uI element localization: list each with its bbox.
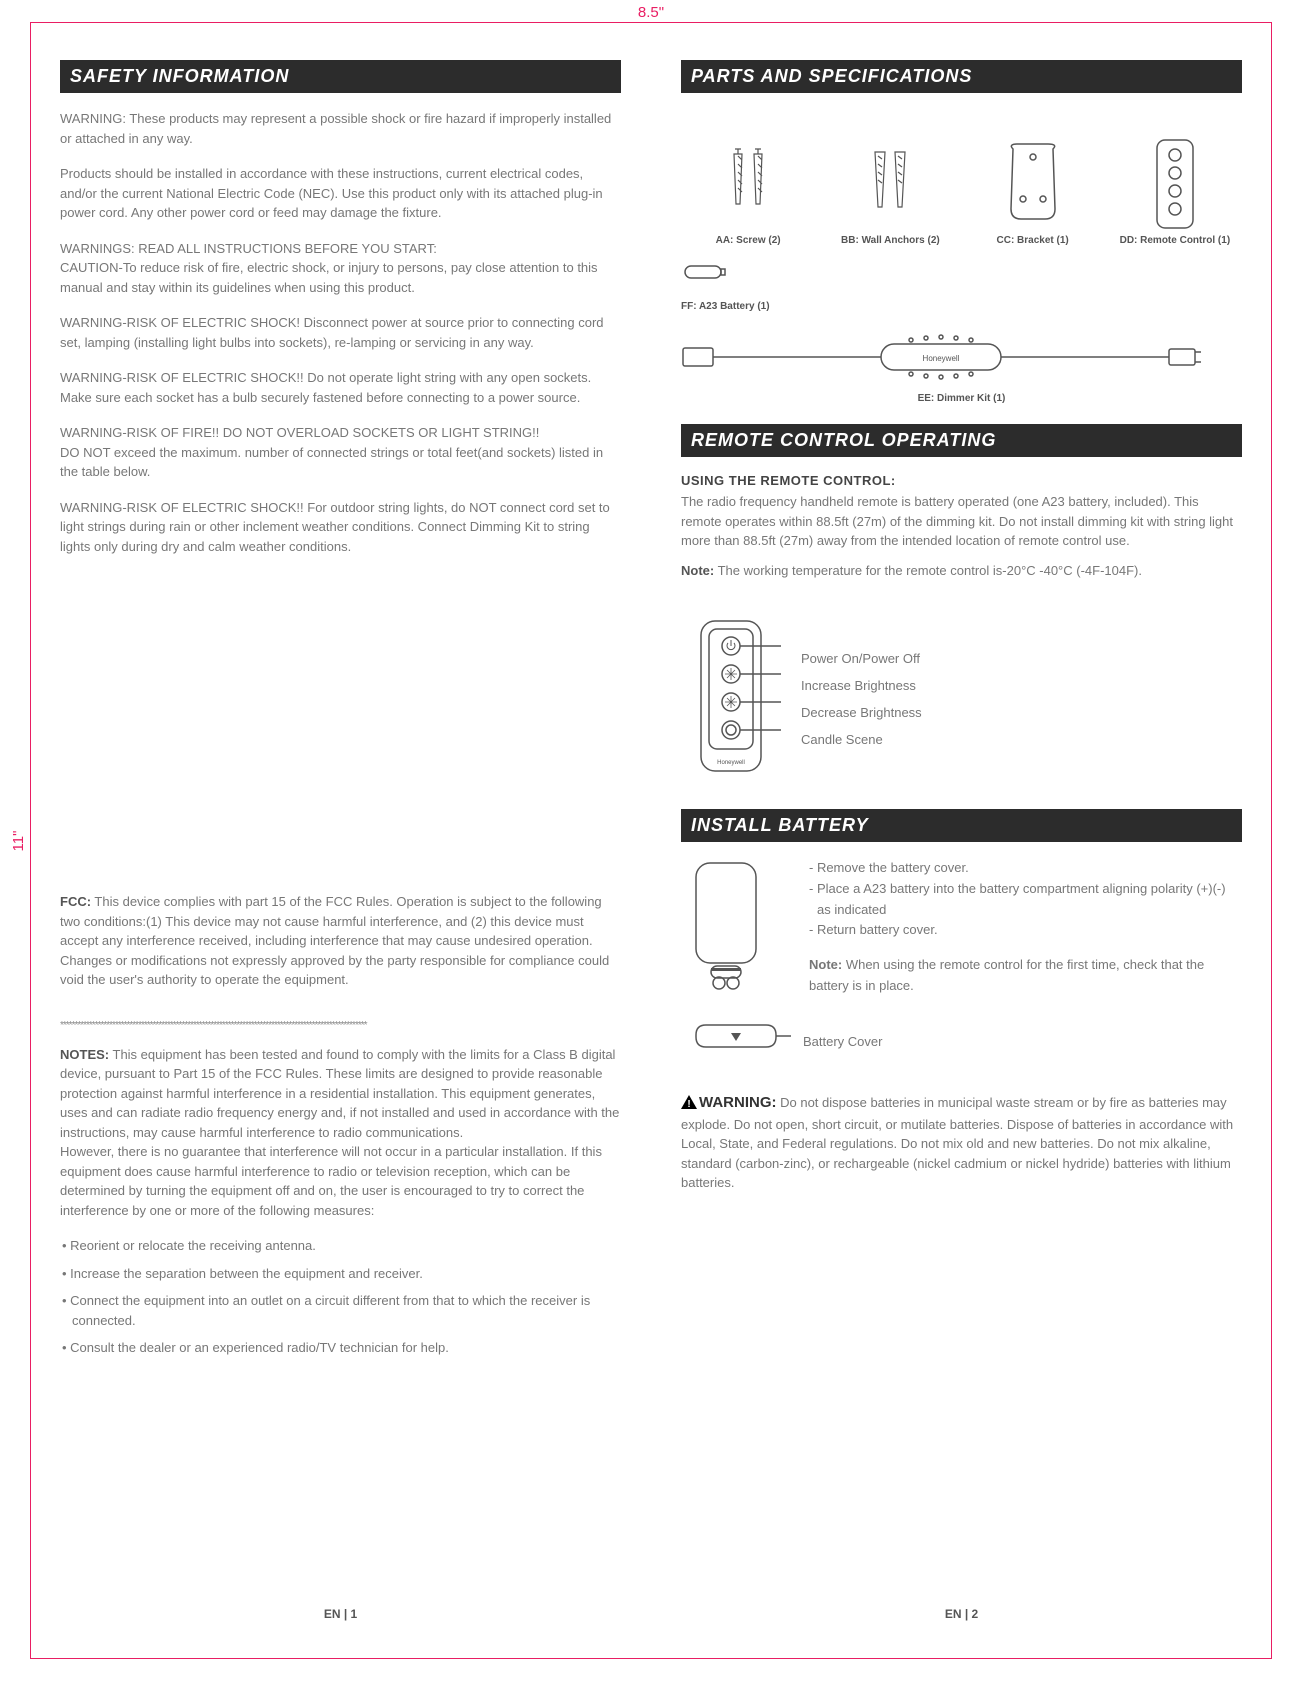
warning-label: WARNING: — [699, 1094, 777, 1111]
safety-p2: Products should be installed in accordan… — [60, 164, 621, 223]
btn-dec-label: Decrease Brightness — [801, 705, 922, 720]
remote-note: Note: The working temperature for the re… — [681, 561, 1242, 581]
safety-p6: WARNING-RISK OF FIRE!! DO NOT OVERLOAD S… — [60, 423, 621, 482]
battery-cover-row: Battery Cover — [681, 1015, 1242, 1068]
install-step-1: - Remove the battery cover. — [809, 858, 1242, 879]
battery-icon — [681, 260, 731, 289]
safety-p7: WARNING-RISK OF ELECTRIC SHOCK!! For out… — [60, 498, 621, 557]
bracket-icon — [966, 139, 1100, 229]
screw-icon — [681, 139, 815, 229]
warning-icon: ! — [681, 1095, 697, 1109]
notes-block: NOTES: This equipment has been tested an… — [60, 1045, 621, 1221]
svg-text:!: ! — [687, 1099, 690, 1109]
svg-text:Honeywell: Honeywell — [717, 760, 745, 766]
btn-inc-label: Increase Brightness — [801, 678, 922, 693]
part-ff-label: FF: A23 Battery (1) — [681, 301, 1242, 312]
cover-svg — [681, 1015, 791, 1068]
install-note-label: Note: — [809, 957, 842, 972]
part-dd-label: DD: Remote Control (1) — [1108, 235, 1242, 246]
battery-cover-label: Battery Cover — [803, 1034, 882, 1049]
part-aa: AA: Screw (2) — [681, 139, 815, 246]
notes-text: This equipment has been tested and found… — [60, 1047, 619, 1218]
separator: ****************************************… — [60, 1020, 621, 1031]
header-parts: PARTS AND SPECIFICATIONS — [681, 60, 1242, 93]
page-1: SAFETY INFORMATION WARNING: These produc… — [60, 60, 621, 1621]
page-2: PARTS AND SPECIFICATIONS AA: Screw (2) B… — [681, 60, 1242, 1621]
fcc-label: FCC: — [60, 894, 91, 909]
header-remote: REMOTE CONTROL OPERATING — [681, 424, 1242, 457]
safety-p3b: CAUTION-To reduce risk of fire, electric… — [60, 260, 598, 295]
part-ff — [681, 260, 1242, 289]
note-label: Note: — [681, 563, 714, 578]
footer-2: EN | 2 — [681, 1567, 1242, 1621]
spread: SAFETY INFORMATION WARNING: These produc… — [60, 60, 1242, 1621]
part-dd: DD: Remote Control (1) — [1108, 139, 1242, 246]
install-step-2: - Place a A23 battery into the battery c… — [809, 879, 1242, 921]
part-aa-label: AA: Screw (2) — [681, 235, 815, 246]
note-text: The working temperature for the remote c… — [714, 563, 1142, 578]
header-safety: SAFETY INFORMATION — [60, 60, 621, 93]
fcc-block: FCC: This device complies with part 15 o… — [60, 892, 621, 990]
notes-label: NOTES: — [60, 1047, 109, 1062]
remote-button-labels: Power On/Power Off Increase Brightness D… — [801, 651, 922, 747]
safety-p3: WARNINGS: READ ALL INSTRUCTIONS BEFORE Y… — [60, 239, 621, 298]
crop-width: 8.5" — [638, 4, 664, 21]
safety-p3a: WARNINGS: READ ALL INSTRUCTIONS BEFORE Y… — [60, 241, 437, 256]
install-note-text: When using the remote control for the fi… — [809, 957, 1204, 993]
bullet-4: • Consult the dealer or an experienced r… — [60, 1338, 621, 1358]
remote-diagram: Honeywell Power On/Power Off Increase Br… — [681, 616, 1242, 781]
safety-p6a: WARNING-RISK OF FIRE!! DO NOT OVERLOAD S… — [60, 425, 539, 440]
remote-icon — [1108, 139, 1242, 229]
battery-warning: ! WARNING: Do not dispose batteries in m… — [681, 1092, 1242, 1193]
part-cc: CC: Bracket (1) — [966, 139, 1100, 246]
install-svg — [681, 858, 791, 1003]
fcc-text: This device complies with part 15 of the… — [60, 894, 609, 987]
svg-text:Honeywell: Honeywell — [923, 354, 960, 363]
btn-candle-label: Candle Scene — [801, 732, 922, 747]
install-row: - Remove the battery cover. - Place a A2… — [681, 858, 1242, 1003]
using-text: The radio frequency handheld remote is b… — [681, 492, 1242, 551]
install-step-3: - Return battery cover. — [809, 920, 1242, 941]
bullet-1: • Reorient or relocate the receiving ant… — [60, 1236, 621, 1256]
remote-svg: Honeywell — [691, 616, 781, 781]
crop-height: 11" — [10, 830, 27, 851]
using-label: USING THE REMOTE CONTROL: — [681, 473, 1242, 488]
parts-grid: AA: Screw (2) BB: Wall Anchors (2) CC: B… — [681, 139, 1242, 246]
notes-bullets: • Reorient or relocate the receiving ant… — [60, 1236, 621, 1366]
part-bb-label: BB: Wall Anchors (2) — [823, 235, 957, 246]
header-install: INSTALL BATTERY — [681, 809, 1242, 842]
safety-p5: WARNING-RISK OF ELECTRIC SHOCK!! Do not … — [60, 368, 621, 407]
anchor-icon — [823, 139, 957, 229]
safety-p4: WARNING-RISK OF ELECTRIC SHOCK! Disconne… — [60, 313, 621, 352]
install-steps: - Remove the battery cover. - Place a A2… — [809, 858, 1242, 1003]
footer-1: EN | 1 — [60, 1567, 621, 1621]
safety-p1: WARNING: These products may represent a … — [60, 109, 621, 148]
btn-power-label: Power On/Power Off — [801, 651, 922, 666]
part-ee-label: EE: Dimmer Kit (1) — [681, 393, 1242, 404]
bullet-2: • Increase the separation between the eq… — [60, 1264, 621, 1284]
part-cc-label: CC: Bracket (1) — [966, 235, 1100, 246]
bullet-3: • Connect the equipment into an outlet o… — [60, 1291, 621, 1330]
part-bb: BB: Wall Anchors (2) — [823, 139, 957, 246]
part-ee: Honeywell EE: Dimmer Kit (1) — [681, 332, 1242, 404]
safety-p6b: DO NOT exceed the maximum. number of con… — [60, 445, 603, 480]
dimmer-icon: Honeywell — [681, 332, 1242, 387]
